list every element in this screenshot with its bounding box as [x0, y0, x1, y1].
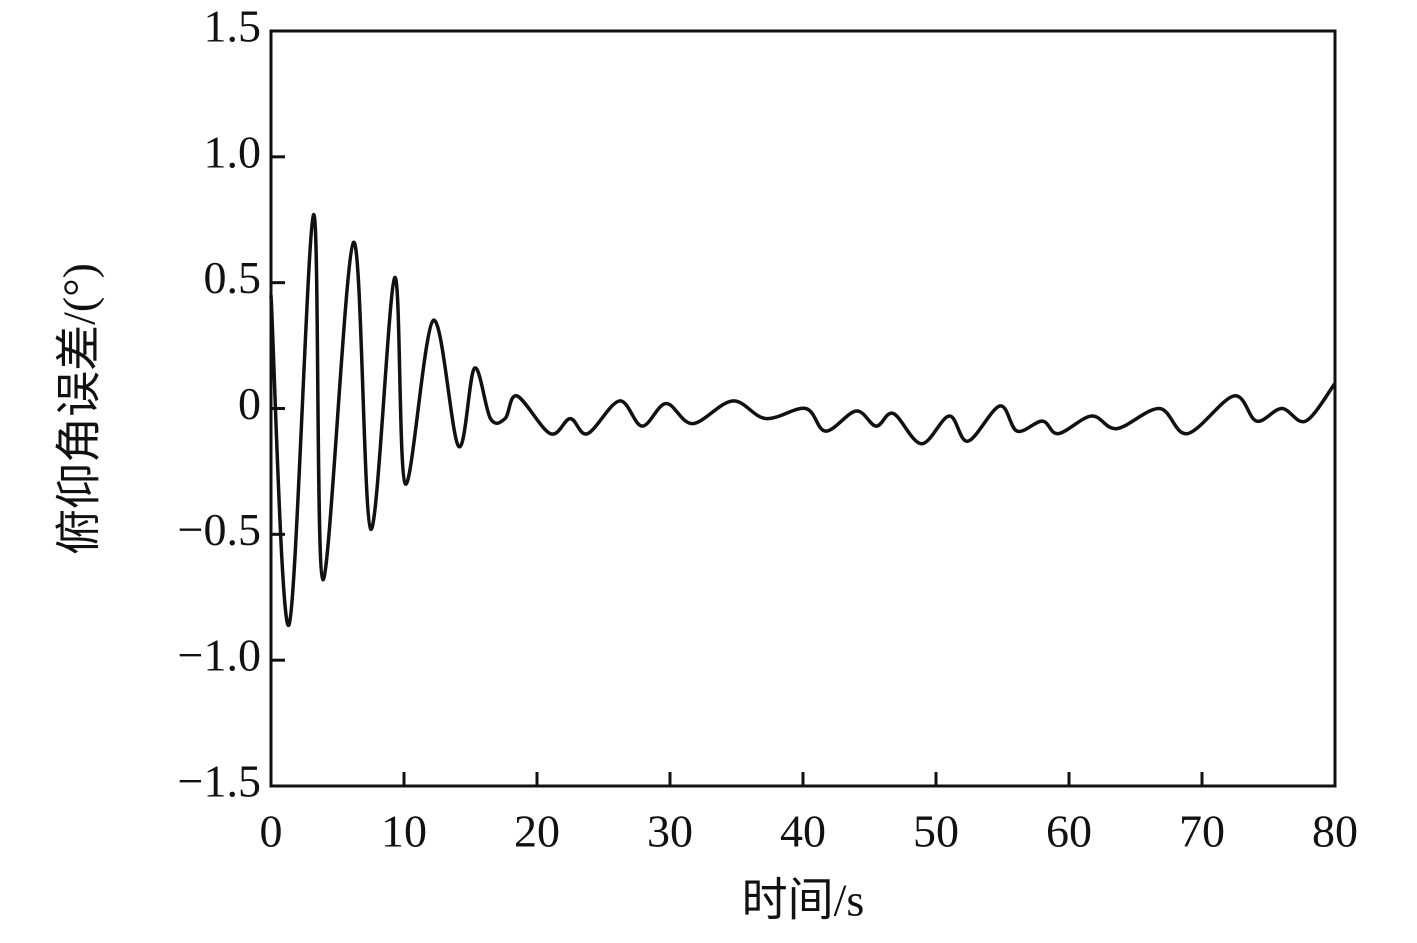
- x-tick-label: 10: [381, 806, 427, 857]
- y-tick-label: 1.5: [204, 1, 262, 52]
- x-tick-label: 20: [514, 806, 560, 857]
- y-tick-label: 1.0: [204, 126, 262, 177]
- x-tick-label: 30: [647, 806, 693, 857]
- x-tick-label: 0: [260, 806, 283, 857]
- x-tick-label: 50: [913, 806, 959, 857]
- x-tick-label: 60: [1046, 806, 1092, 857]
- x-tick-label: 80: [1312, 806, 1358, 857]
- x-tick-label: 70: [1179, 806, 1225, 857]
- y-tick-label: −1.0: [178, 630, 261, 681]
- y-tick-label: 0.5: [204, 252, 262, 303]
- x-tick-label: 40: [780, 806, 826, 857]
- y-axis-label: 俯仰角误差/(°): [54, 263, 105, 555]
- x-axis-label: 时间/s: [742, 875, 865, 926]
- y-tick-label: −1.5: [178, 756, 261, 807]
- y-tick-label: 0: [238, 378, 261, 429]
- data-line: [269, 212, 1337, 627]
- y-tick-label: −0.5: [178, 504, 261, 555]
